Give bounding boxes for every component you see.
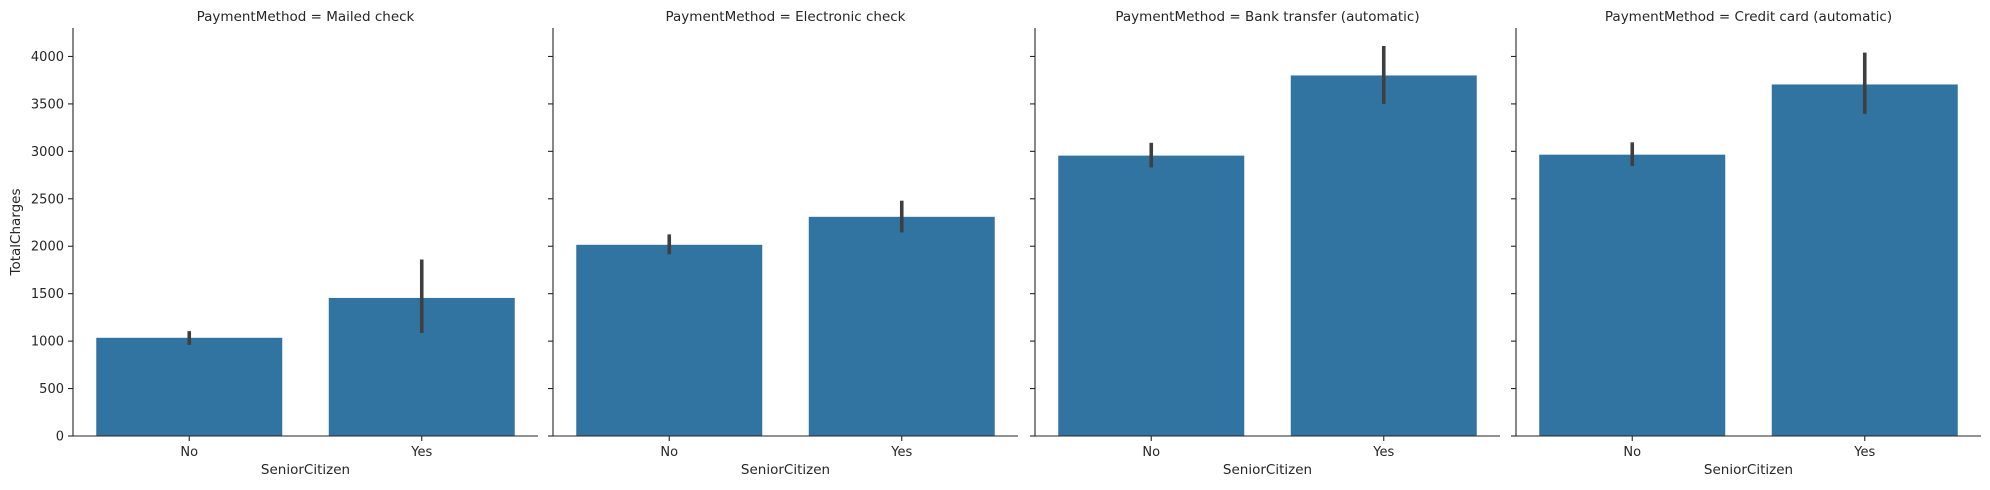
x-tick-label: Yes [1853,445,1875,460]
x-tick-label: No [1142,445,1160,460]
x-axis-title: SeniorCitizen [1223,462,1312,478]
x-tick-label: Yes [890,445,912,460]
x-tick-label: No [180,445,198,460]
x-tick-label: No [1623,445,1641,460]
x-tick-label: Yes [410,445,432,460]
bar-no [576,244,763,436]
y-axis-title: TotalCharges [8,188,24,276]
y-tick-label: 500 [39,382,64,397]
panel-title: PaymentMethod = Electronic check [666,9,906,25]
bar-yes [1771,84,1958,436]
x-tick-label: Yes [1372,445,1394,460]
x-axis-title: SeniorCitizen [261,462,350,478]
y-tick-label: 3000 [31,145,64,160]
x-axis-title: SeniorCitizen [741,462,830,478]
y-tick-label: 2500 [31,192,64,207]
bar-yes [808,216,995,436]
x-tick-label: No [660,445,678,460]
panel-title: PaymentMethod = Mailed check [197,9,415,25]
x-axis-title: SeniorCitizen [1704,462,1793,478]
facet-panel-4: PaymentMethod = Credit card (automatic) N… [1511,9,1981,478]
facet-panel-1: PaymentMethod = Mailed check No Yes 0 500 100… [8,9,538,478]
y-tick-label: 2000 [31,240,64,255]
facet-panel-3: PaymentMethod = Bank transfer (automatic… [1030,9,1500,478]
y-tick-label: 1500 [31,287,64,302]
y-tick-label: 3500 [31,97,64,112]
y-tick-label: 0 [56,430,64,445]
y-tick-label: 1000 [31,335,64,350]
y-tick-label: 4000 [31,50,64,65]
facet-panel-2: PaymentMethod = Electronic check No Yes Sen… [548,9,1018,478]
bar-no [1058,155,1245,437]
bar-yes [1290,75,1477,436]
bar-no [1539,154,1726,436]
panel-title: PaymentMethod = Bank transfer (automatic… [1115,9,1419,25]
panel-title: PaymentMethod = Credit card (automatic) [1605,9,1892,25]
bar-no [96,337,283,436]
